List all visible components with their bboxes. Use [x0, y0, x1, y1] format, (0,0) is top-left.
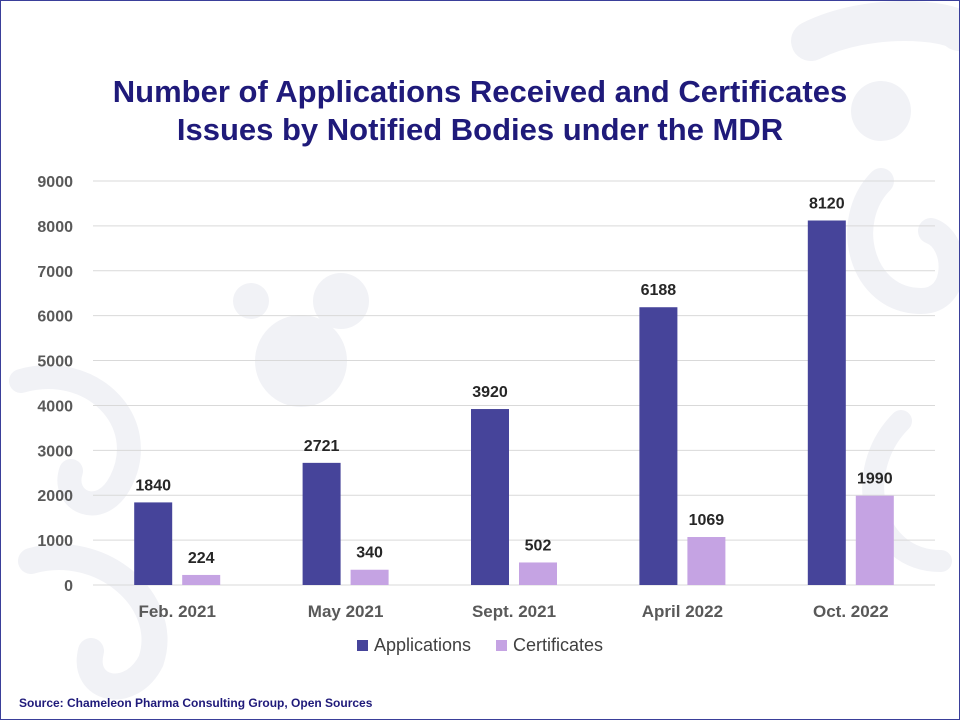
data-label-applications: 3920 — [472, 384, 508, 401]
legend-item-certificates[interactable]: Certificates — [496, 635, 603, 656]
chart-title-line-1: Number of Applications Received and Cert… — [112, 74, 848, 109]
bar-certificates[interactable] — [855, 495, 894, 585]
bar-applications[interactable] — [639, 307, 678, 585]
bar-applications[interactable] — [471, 409, 509, 585]
bar-certificates[interactable] — [350, 569, 389, 585]
data-labels: 1840 224 2721 340 3920 502 6188 1069 8120 1990 — [135, 196, 892, 567]
x-axis-tick-labels: Feb. 2021 May 2021 Sept. 2021 April 2022 Oct… — [138, 602, 888, 621]
y-tick-label: 6000 — [37, 309, 73, 326]
source-note: Source: Chameleon Pharma Consulting Grou… — [19, 696, 373, 710]
data-label-applications: 8120 — [809, 196, 845, 213]
data-label-certificates: 1990 — [857, 471, 893, 488]
x-tick-label: Sept. 2021 — [472, 602, 556, 621]
bars — [134, 220, 894, 585]
y-axis-tick-labels: 0 1000 2000 3000 4000 5000 6000 7000 8000 9000 — [37, 174, 73, 595]
legend-swatch-applications — [356, 640, 368, 651]
chart-title-line-2: Issues by Notified Bodies under the MDR — [176, 112, 784, 147]
bar-applications[interactable] — [134, 502, 173, 585]
x-tick-label: Feb. 2021 — [138, 602, 216, 621]
bar-applications[interactable] — [302, 462, 341, 585]
legend-label-certificates: Certificates — [513, 635, 604, 655]
y-tick-label: 0 — [64, 578, 73, 595]
data-label-certificates: 224 — [188, 550, 215, 567]
data-label-applications: 1840 — [135, 477, 171, 494]
y-tick-label: 1000 — [37, 533, 73, 550]
chart-title: Number of Applications Received and Cert… — [1, 73, 959, 149]
legend: Applications Certificates — [1, 635, 959, 656]
data-label-applications: 2721 — [304, 438, 340, 455]
y-tick-label: 8000 — [37, 219, 73, 236]
y-tick-label: 7000 — [37, 264, 73, 281]
bar-certificates[interactable] — [687, 537, 726, 585]
y-tick-label: 3000 — [37, 443, 73, 460]
bar-certificates[interactable] — [519, 562, 557, 585]
legend-label-applications: Applications — [373, 635, 471, 655]
y-tick-label: 4000 — [37, 398, 73, 415]
y-tick-label: 2000 — [37, 488, 73, 505]
x-tick-label: May 2021 — [308, 602, 384, 621]
data-label-applications: 6188 — [641, 282, 677, 299]
data-label-certificates: 502 — [525, 537, 552, 554]
bar-applications[interactable] — [807, 220, 846, 585]
y-tick-label: 9000 — [37, 174, 73, 191]
bar-certificates[interactable] — [182, 574, 221, 585]
x-tick-label: April 2022 — [642, 602, 723, 621]
legend-swatch-certificates — [496, 640, 508, 651]
gridlines — [93, 180, 935, 586]
legend-item-applications[interactable]: Applications — [356, 635, 471, 656]
data-label-certificates: 1069 — [689, 512, 725, 529]
data-label-certificates: 340 — [356, 545, 383, 562]
x-tick-label: Oct. 2022 — [813, 602, 889, 621]
y-tick-label: 5000 — [37, 354, 73, 371]
